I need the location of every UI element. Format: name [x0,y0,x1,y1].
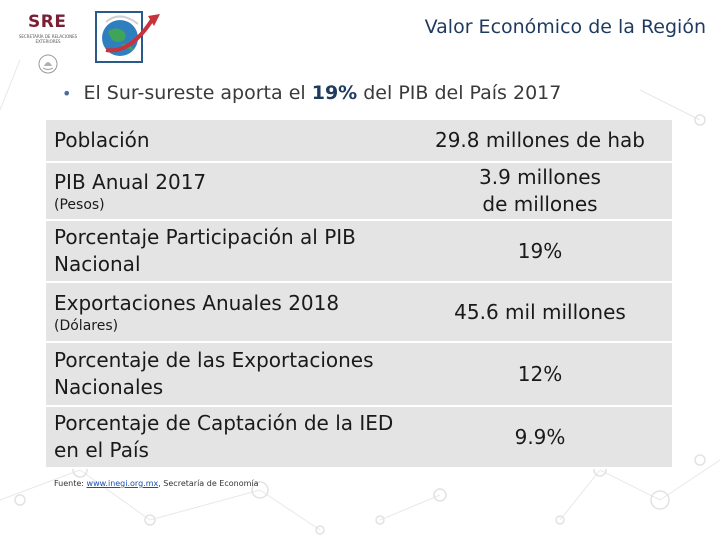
row-value: 29.8 millones de hab [408,120,672,163]
row-label: Exportaciones Anuales 2018 (Dólares) [46,282,408,343]
source-prefix: Fuente: [54,479,87,488]
globe-logo-icon [95,11,160,63]
row-value: 3.9 millones de millones [408,162,672,221]
subtitle-bullet: • El Sur-sureste aporta el 19% del PIB de… [62,82,561,104]
sre-logo: SRE SECRETARÍA DE RELACIONES EXTERIORES [14,10,82,76]
table-row: Porcentaje de Captación de la IED en el … [46,406,672,469]
row-value: 19% [408,220,672,283]
bullet-icon: • [62,84,72,103]
row-label: Población [46,120,408,163]
table-row: Porcentaje de las Exportaciones Nacional… [46,342,672,407]
subtitle-prefix: El Sur-sureste aporta el [83,82,306,104]
source-link[interactable]: www.inegi.org.mx [86,479,159,488]
row-label: Porcentaje de Captación de la IED en el … [46,406,408,469]
row-note: (Dólares) [54,317,119,334]
table-row: PIB Anual 2017 (Pesos) 3.9 millones de m… [46,162,672,221]
row-label: Porcentaje de las Exportaciones Nacional… [46,342,408,407]
sre-logo-text: SRE [28,12,67,32]
table-row: Porcentaje Participación al PIB Nacional… [46,220,672,283]
table-row: Exportaciones Anuales 2018 (Dólares) 45.… [46,282,672,343]
subtitle-highlight: 19% [311,82,358,104]
row-value: 45.6 mil millones [408,282,672,343]
page-title: Valor Económico de la Región [424,16,706,38]
source-note: Fuente: www.inegi.org.mx, Secretaría de … [54,479,259,488]
source-suffix: , Secretaría de Economía [158,479,259,488]
row-value: 12% [408,342,672,407]
row-note: (Pesos) [54,196,105,213]
sre-logo-subtitle: SECRETARÍA DE RELACIONES EXTERIORES [18,34,78,44]
economic-data-table: Población 29.8 millones de hab PIB Anual… [46,120,672,469]
row-label: PIB Anual 2017 (Pesos) [46,162,408,221]
row-label: Porcentaje Participación al PIB Nacional [46,220,408,283]
subtitle-suffix: del PIB del País 2017 [363,82,562,104]
mexico-seal-icon [38,54,58,74]
table-row: Población 29.8 millones de hab [46,120,672,163]
row-value: 9.9% [408,406,672,469]
